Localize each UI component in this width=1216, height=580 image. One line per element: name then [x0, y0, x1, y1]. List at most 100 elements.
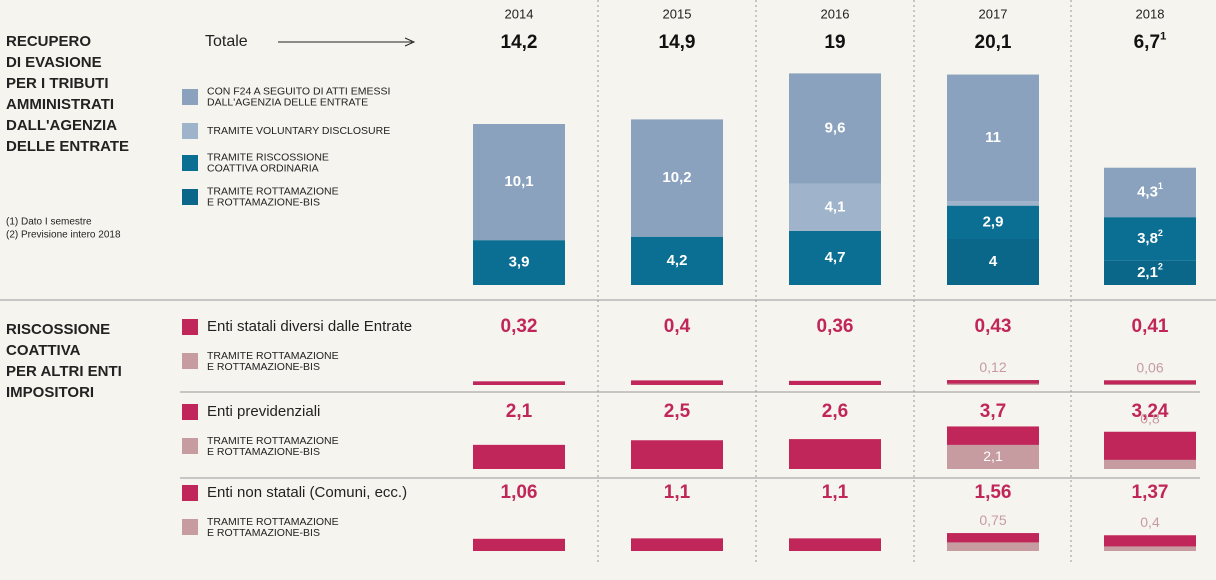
- total-value-text: 14,9: [659, 32, 696, 53]
- sub-value: 0,4: [1140, 514, 1160, 530]
- bar-segment: [947, 239, 1039, 285]
- legend-swatch: [182, 155, 198, 171]
- section-title: DALL'AGENZIA: [6, 117, 117, 134]
- group-value-text: 0,36: [817, 316, 854, 337]
- bar: [947, 380, 1039, 385]
- bar-value: 2,9: [983, 213, 1004, 230]
- legend-label: DALL'AGENZIA DELLE ENTRATE: [207, 96, 368, 108]
- year-label: 2014: [505, 6, 534, 21]
- bar: [473, 538, 565, 551]
- group-value-text: 3,7: [980, 401, 1006, 422]
- bar-value-text: 4,3: [1137, 183, 1158, 200]
- section-title: RISCOSSIONE: [6, 321, 110, 338]
- footnote: (2) Previsione intero 2018: [6, 230, 121, 241]
- bar-value: 3,82: [1137, 228, 1163, 247]
- sub-value-text: 0,75: [979, 512, 1006, 528]
- bar-segment: [1104, 167, 1196, 218]
- sub-value-text: 2,1: [983, 448, 1003, 464]
- bar: [631, 538, 723, 551]
- legend-label: TRAMITE ROTTAMAZIONE: [207, 435, 339, 447]
- bar-value: 10,2: [662, 169, 691, 186]
- section-title: PER I TRIBUTI: [6, 75, 109, 92]
- group-value: 0,36: [817, 316, 854, 337]
- bar-sub: [1104, 384, 1196, 385]
- bar: [473, 381, 565, 385]
- group-value-text: 2,6: [822, 401, 848, 422]
- group-value-text: 2,1: [506, 401, 533, 422]
- bar: [1104, 380, 1196, 385]
- total-value-note: 1: [1160, 30, 1167, 42]
- bar-segment: [789, 230, 881, 285]
- bar-segment: [947, 74, 1039, 202]
- group-value: 0,43: [975, 316, 1012, 337]
- section-title: RECUPERO: [6, 33, 91, 50]
- bar: [631, 440, 723, 469]
- group-name: Enti statali diversi dalle Entrate: [207, 318, 412, 335]
- bar-segment: [473, 124, 565, 241]
- group-value-text: 3,24: [1132, 401, 1169, 422]
- bar-value-text: 3,9: [509, 254, 530, 271]
- legend-swatch: [182, 353, 198, 369]
- legend-swatch: [182, 485, 198, 501]
- bar-value: 9,6: [825, 120, 846, 137]
- legend-label: TRAMITE RISCOSSIONE: [207, 151, 329, 163]
- group-value-text: 0,4: [664, 316, 691, 337]
- legend-label: E ROTTAMAZIONE-BIS: [207, 361, 320, 373]
- total-value: 14,9: [659, 32, 696, 53]
- sub-value-text: 0,4: [1140, 514, 1160, 530]
- group-value: 1,1: [664, 482, 691, 503]
- bar-value-text: 2,1: [1137, 264, 1158, 281]
- bar-sub: [947, 542, 1039, 551]
- bar-value-text: 11: [985, 129, 1001, 146]
- sub-value: 0,12: [979, 359, 1006, 375]
- legend-swatch: [182, 319, 198, 335]
- footnote: (1) Dato I semestre: [6, 217, 92, 228]
- legend-swatch: [182, 89, 198, 105]
- legend-label: TRAMITE ROTTAMAZIONE: [207, 516, 339, 528]
- total-value-text: 19: [824, 32, 845, 53]
- legend-swatch: [182, 519, 198, 535]
- sub-value: 0,8: [1140, 410, 1160, 426]
- year-label: 2018: [1136, 6, 1165, 21]
- year-label: 2015: [663, 6, 692, 21]
- total-label: Totale: [205, 33, 248, 50]
- bar-segment: [947, 201, 1039, 206]
- bar-segment: [473, 240, 565, 285]
- bar-sub: [1104, 546, 1196, 551]
- sub-value-text: 0,8: [1140, 410, 1160, 426]
- section-title: IMPOSITORI: [6, 384, 94, 401]
- bar-value-note: 1: [1158, 182, 1163, 192]
- bar-segment: [1104, 217, 1196, 261]
- group-value-text: 2,5: [664, 401, 691, 422]
- bar: [789, 439, 881, 469]
- bar-value-note: 2: [1158, 262, 1163, 272]
- legend-label: TRAMITE ROTTAMAZIONE: [207, 185, 339, 197]
- group-value-text: 1,1: [822, 482, 849, 503]
- year-label: 2017: [979, 6, 1008, 21]
- legend-label: E ROTTAMAZIONE-BIS: [207, 527, 320, 539]
- bar-segment: [1104, 260, 1196, 285]
- legend-swatch: [182, 404, 198, 420]
- bar-value-text: 3,8: [1137, 230, 1158, 247]
- group-name: Enti non statali (Comuni, ecc.): [207, 484, 407, 501]
- bar-sub: [1104, 459, 1196, 469]
- group-value-text: 1,37: [1132, 482, 1169, 503]
- group-value-text: 0,43: [975, 316, 1012, 337]
- bar-value: 10,1: [504, 173, 533, 190]
- bar-value-text: 10,1: [504, 173, 533, 190]
- bar: [473, 444, 565, 469]
- group-value: 0,4: [664, 316, 691, 337]
- bar-segment: [631, 236, 723, 285]
- group-value-text: 0,41: [1132, 316, 1169, 337]
- bar-value-note: 2: [1158, 228, 1163, 238]
- bar-value-text: 4,2: [667, 252, 688, 269]
- total-value-text: 14,2: [501, 32, 538, 53]
- section-title: COATTIVA: [6, 342, 81, 359]
- group-value: 0,41: [1132, 316, 1169, 337]
- section-title: DI EVASIONE: [6, 54, 102, 71]
- group-value-text: 1,1: [664, 482, 691, 503]
- group-value: 3,24: [1132, 401, 1169, 422]
- sub-value-text: 0,06: [1136, 359, 1163, 375]
- total-value: 20,1: [975, 32, 1012, 53]
